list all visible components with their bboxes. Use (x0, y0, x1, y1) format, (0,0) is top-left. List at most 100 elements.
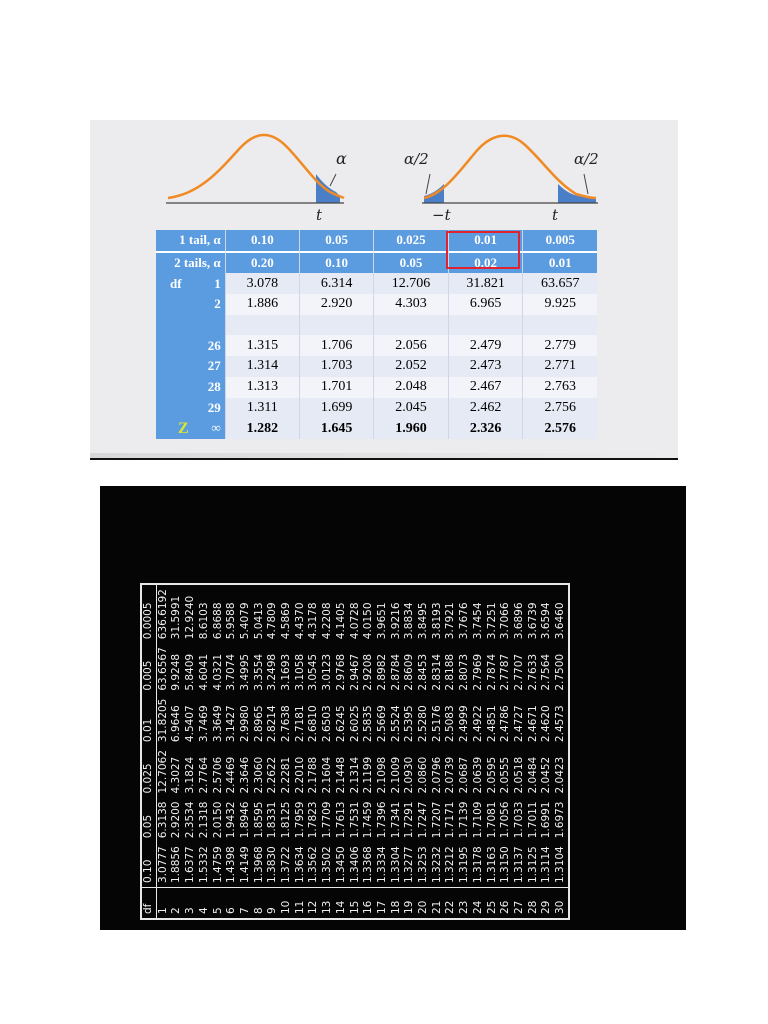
one-tail-header-row: 1 tail, α 0.10 0.05 0.025 0.01 0.005 (156, 230, 597, 253)
z-row: Z ∞ 1.282 1.645 1.960 2.326 2.576 (156, 418, 597, 439)
critical-value: 1.3562 (307, 846, 320, 883)
critical-value: 1.3968 (252, 846, 265, 883)
critical-value: 2.8188 (444, 653, 457, 691)
t-critical-values-table: 1 tail, α 0.10 0.05 0.025 0.01 0.005 2 t… (156, 230, 597, 439)
critical-value: 636.6192 (156, 589, 169, 640)
df-row (156, 314, 597, 336)
critical-value: 1.886 (224, 294, 299, 315)
table-row: 25 1.3163 1.7081 2.0595 2.4851 2.7874 3.7251 (485, 584, 500, 919)
critical-value: 2.0860 (417, 756, 430, 794)
critical-value: 4.2208 (321, 602, 334, 640)
df-row: 27 1.314 1.703 2.052 2.473 2.771 (156, 356, 597, 377)
critical-value: 2.5524 (389, 705, 402, 743)
critical-value: 31.8205 (156, 698, 169, 743)
dark-table-body: 1 3.0777 6.3138 12.7062 31.8205 63.6567 636.61… (156, 584, 569, 919)
df-cell: 26 (499, 887, 513, 919)
critical-value: 3.6460 (554, 602, 567, 640)
critical-value: 2.8982 (375, 653, 388, 691)
critical-value: 2.7969 (471, 653, 484, 691)
critical-value: 3.1824 (184, 756, 197, 794)
critical-value: 2.0687 (458, 756, 471, 794)
critical-value (522, 314, 597, 336)
critical-value: 1.6991 (540, 801, 553, 839)
critical-value: 31.821 (447, 273, 523, 295)
critical-value: 3.7074 (225, 653, 238, 691)
critical-value: 5.4079 (238, 602, 251, 640)
df-cell: 10 (280, 887, 294, 919)
df-cell: df 1 (156, 273, 225, 295)
df-cell: 1 (156, 887, 171, 919)
critical-value: 2.7500 (554, 653, 567, 691)
alpha-header: 0.025 (141, 746, 157, 798)
critical-value (447, 314, 523, 336)
critical-value: 1.7171 (444, 801, 457, 839)
critical-value: 2.0555 (499, 756, 512, 794)
df-cell: 27 (512, 887, 527, 919)
table-row: 30 1.3104 1.6973 2.0423 2.4573 2.7500 3.6460 (554, 584, 569, 919)
critical-value: 1.313 (224, 376, 299, 398)
critical-value: 2.3646 (238, 756, 251, 794)
t-distribution-figure: α t α/2 α/2 −t t 1 tail, α 0.10 0.05 0.0… (90, 120, 678, 456)
critical-value: 3.3649 (211, 705, 224, 743)
critical-value: 1.3830 (266, 846, 279, 883)
critical-value: 2.6245 (334, 705, 347, 743)
df-header: df (141, 887, 157, 919)
critical-value: 2.1448 (334, 756, 347, 794)
df-number: 2 (214, 296, 221, 312)
df-cell: 26 (156, 335, 225, 357)
dark-table-header-row: df 0.10 0.05 0.025 0.01 0.005 0.0005 (141, 584, 157, 919)
df-cell: 30 (554, 887, 569, 919)
critical-value: 2.8314 (430, 653, 443, 691)
critical-value: 1.3502 (321, 846, 334, 883)
t-table-dark: df 0.10 0.05 0.025 0.01 0.005 0.0005 1 3.0777 6.… (140, 583, 570, 920)
df-cell: 18 (389, 887, 404, 919)
df-prefix: df (170, 275, 182, 291)
critical-value: 5.9588 (225, 602, 238, 640)
critical-value: 2.5706 (211, 756, 224, 794)
critical-value: 6.314 (298, 273, 374, 295)
t-label-two-tail: t (552, 206, 559, 224)
df-cell: 21 (430, 887, 445, 919)
one-tail-curve (167, 133, 345, 200)
divider-line (90, 458, 678, 460)
table-row: 19 1.3277 1.7291 2.0930 2.5395 2.8609 3.8834 (403, 584, 418, 919)
critical-value: 2.467 (447, 376, 523, 398)
critical-value: 1.7531 (348, 801, 361, 839)
df-row: 29 1.311 1.699 2.045 2.462 2.756 (156, 397, 597, 419)
table-row: 26 1.3150 1.7056 2.0555 2.4786 2.7787 3.7066 (499, 584, 513, 919)
critical-value: 2.4620 (540, 705, 553, 743)
table-row: 11 1.3634 1.7959 2.2010 2.7181 3.1058 4.4370 (293, 584, 308, 919)
critical-value: 2.5280 (417, 705, 430, 743)
critical-value (224, 314, 299, 336)
critical-value: 1.3253 (417, 846, 430, 883)
critical-value: 2.8453 (417, 653, 430, 691)
critical-value: 6.9646 (170, 705, 183, 743)
one-tail-alpha: 0.05 (298, 230, 374, 253)
df-row: 26 1.315 1.706 2.056 2.479 2.779 (156, 335, 597, 357)
critical-value: 2.4851 (485, 705, 498, 743)
table-row: 22 1.3212 1.7171 2.0739 2.5083 2.8188 3.7921 (444, 584, 459, 919)
critical-value: 2.0739 (444, 756, 457, 794)
df-cell: 4 (197, 887, 212, 919)
critical-value: 2.8214 (266, 705, 279, 743)
critical-value: 2.5083 (444, 705, 457, 743)
df-cell: 24 (471, 887, 486, 919)
df-cell: 2 (156, 294, 225, 315)
critical-value: 8.6103 (197, 602, 210, 640)
df-cell: 22 (444, 887, 459, 919)
critical-value: 2.0595 (485, 756, 498, 794)
critical-value: 3.7676 (458, 602, 471, 640)
critical-value: 1.699 (298, 397, 374, 419)
critical-value (373, 314, 448, 336)
critical-value: 1.4149 (238, 846, 251, 883)
critical-value: 2.2281 (280, 756, 293, 794)
critical-value: 2.4786 (499, 705, 512, 743)
z-value: 1.645 (298, 418, 374, 439)
critical-value: 2.2622 (266, 756, 279, 794)
right-tail-area (316, 174, 340, 203)
critical-value: 3.7066 (499, 602, 512, 640)
critical-value: 2.4573 (554, 705, 567, 743)
critical-value: 1.3334 (375, 846, 388, 883)
critical-value: 2.2010 (293, 756, 306, 794)
table-row: 15 1.3406 1.7531 2.1314 2.6025 2.9467 4.0728 (348, 584, 363, 919)
